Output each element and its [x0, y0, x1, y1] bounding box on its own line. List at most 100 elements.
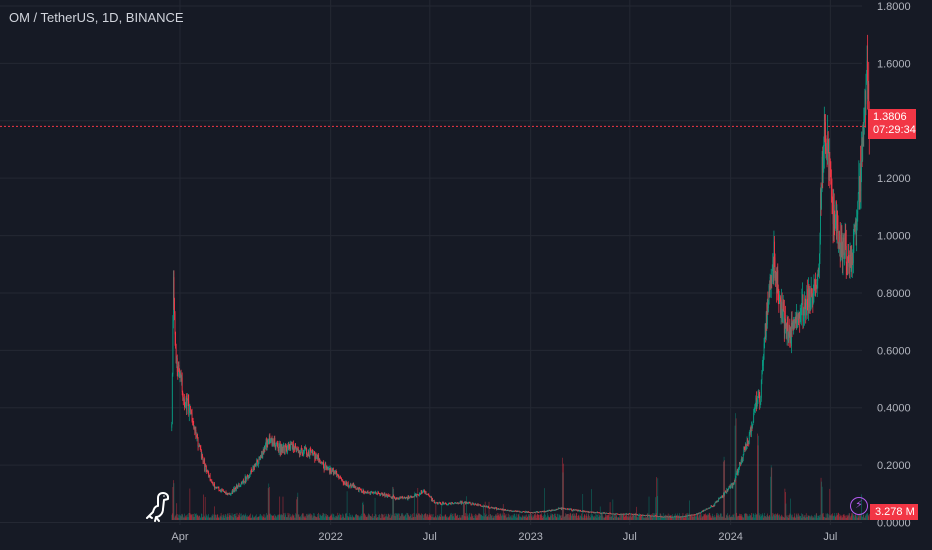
volume-bar — [626, 516, 628, 520]
candle-body — [249, 473, 251, 476]
candle-body — [409, 496, 411, 499]
volume-bar — [595, 513, 597, 520]
volume-bar — [514, 514, 516, 520]
volume-bar — [415, 514, 417, 520]
candle-body — [344, 482, 346, 485]
candle-body — [356, 489, 357, 490]
candle-body — [533, 512, 535, 513]
volume-bar — [552, 515, 554, 520]
volume-bar — [430, 515, 431, 520]
candle-body — [516, 510, 518, 512]
volume-bar — [768, 516, 770, 520]
volume-bar — [414, 517, 416, 520]
candle-body — [818, 272, 820, 274]
candle-body — [189, 406, 191, 412]
candle-body — [739, 462, 740, 469]
volume-bar — [472, 516, 473, 520]
candle-body — [320, 462, 322, 464]
candle-body — [650, 516, 652, 517]
volume-bar — [225, 513, 226, 520]
candle-body — [754, 407, 756, 410]
volume-bar — [746, 513, 748, 520]
candle-body — [658, 516, 660, 518]
volume-bar — [331, 513, 333, 520]
candle-body — [410, 495, 412, 497]
volume-bar — [627, 517, 629, 520]
candle-body — [867, 83, 869, 99]
volume-bar — [625, 515, 626, 520]
volume-bar — [388, 514, 390, 520]
volume-bar — [836, 515, 838, 520]
symbol-title[interactable]: OM / TetherUS, 1D, BINANCE — [9, 10, 184, 25]
candle-body — [711, 506, 713, 507]
volume-bar — [769, 516, 771, 520]
candle-body — [183, 399, 185, 406]
volume-bar — [318, 512, 319, 520]
volume-bar — [518, 514, 519, 520]
candle-body — [377, 491, 379, 495]
volume-bar — [443, 517, 444, 520]
volume-bar — [787, 516, 788, 520]
volume-bar — [285, 517, 287, 520]
volume-bar — [319, 515, 321, 520]
volume-bar — [662, 513, 664, 520]
volume-bar — [283, 513, 284, 520]
candle-body — [340, 477, 342, 479]
candle-body — [643, 515, 645, 516]
volume-bar — [667, 516, 668, 520]
volume-bar — [575, 513, 577, 520]
lightning-icon[interactable]: ⚡ — [850, 497, 868, 515]
candle-body — [825, 146, 827, 151]
volume-bar — [757, 433, 758, 520]
candle-body — [731, 484, 733, 488]
candle-body — [677, 516, 679, 518]
candle-body — [757, 396, 759, 400]
candle-body — [468, 502, 470, 504]
volume-bar — [428, 513, 430, 520]
volume-bar — [310, 513, 311, 520]
time-axis[interactable]: Apr 2022 Jul 2023 Jul 2024 Jul — [171, 531, 837, 543]
candle-body — [327, 467, 329, 471]
dinosaur-icon[interactable] — [143, 490, 173, 522]
candle-body — [455, 502, 456, 504]
candle-body — [735, 474, 737, 478]
volume-bar — [781, 514, 782, 520]
volume-bar — [706, 514, 707, 520]
candle-body — [579, 510, 580, 512]
candle-body — [556, 509, 557, 511]
price-axis[interactable]: 1.80001.60001.40001.20001.00000.80000.60… — [877, 1, 911, 530]
candle-body — [282, 446, 283, 451]
volume-bar — [478, 513, 480, 520]
candle-body — [641, 515, 643, 516]
candle-body — [375, 491, 377, 494]
candle-body — [694, 514, 696, 516]
candle-body — [468, 502, 470, 504]
volume-bar — [388, 513, 390, 520]
volume-bar — [332, 517, 334, 520]
candle-body — [595, 512, 597, 514]
volume-bar — [401, 514, 403, 520]
candle-body — [783, 310, 785, 333]
candle-body — [193, 426, 195, 428]
volume-bar — [516, 513, 517, 520]
volume-bar — [499, 514, 501, 520]
volume-bar — [290, 516, 292, 520]
volume-bar — [468, 513, 470, 520]
volume-bar — [722, 516, 723, 520]
candle-body — [701, 510, 703, 512]
candle-body — [553, 510, 555, 511]
volume-bar — [559, 515, 561, 520]
candle-body — [644, 515, 646, 517]
volume-bar — [521, 517, 523, 520]
candle-body — [417, 494, 419, 496]
candle-body — [741, 458, 743, 461]
volume-bar — [802, 514, 803, 520]
volume-bar — [199, 515, 201, 520]
candle-body — [855, 220, 856, 224]
candle-body — [553, 509, 555, 511]
volume-bar — [530, 516, 532, 520]
volume-bar — [761, 514, 763, 520]
volume-bar — [694, 516, 696, 520]
candle-body — [216, 487, 218, 489]
